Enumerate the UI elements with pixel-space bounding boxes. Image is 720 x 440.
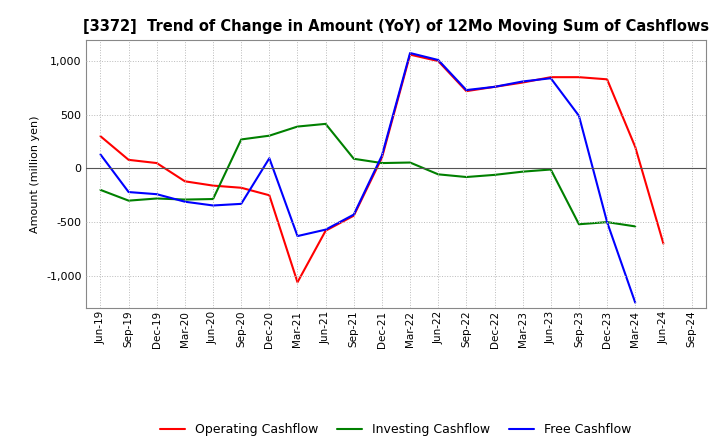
Legend: Operating Cashflow, Investing Cashflow, Free Cashflow: Operating Cashflow, Investing Cashflow, …: [156, 418, 636, 440]
Free Cashflow: [434, 57, 443, 62]
Line: Operating Cashflow: Operating Cashflow: [101, 55, 663, 282]
Investing Cashflow: [575, 222, 583, 227]
Investing Cashflow: [125, 198, 133, 203]
Operating Cashflow: [603, 77, 611, 82]
Free Cashflow: [125, 189, 133, 194]
Free Cashflow: [575, 113, 583, 118]
Investing Cashflow: [518, 169, 527, 174]
Operating Cashflow: [434, 59, 443, 64]
Free Cashflow: [153, 191, 161, 197]
Line: Free Cashflow: Free Cashflow: [101, 53, 635, 303]
Investing Cashflow: [237, 137, 246, 142]
Operating Cashflow: [518, 80, 527, 85]
Free Cashflow: [603, 220, 611, 225]
Operating Cashflow: [490, 84, 499, 89]
Investing Cashflow: [209, 196, 217, 202]
Free Cashflow: [631, 300, 639, 305]
Operating Cashflow: [96, 134, 105, 139]
Free Cashflow: [209, 203, 217, 208]
Operating Cashflow: [546, 74, 555, 80]
Free Cashflow: [265, 156, 274, 161]
Free Cashflow: [181, 199, 189, 204]
Investing Cashflow: [293, 124, 302, 129]
Operating Cashflow: [181, 179, 189, 184]
Free Cashflow: [237, 201, 246, 206]
Operating Cashflow: [349, 213, 358, 218]
Investing Cashflow: [181, 197, 189, 202]
Investing Cashflow: [265, 133, 274, 138]
Operating Cashflow: [265, 193, 274, 198]
Investing Cashflow: [462, 174, 471, 180]
Line: Investing Cashflow: Investing Cashflow: [101, 124, 635, 227]
Free Cashflow: [349, 212, 358, 217]
Investing Cashflow: [631, 224, 639, 229]
Operating Cashflow: [462, 88, 471, 94]
Investing Cashflow: [96, 187, 105, 193]
Operating Cashflow: [237, 185, 246, 191]
Investing Cashflow: [434, 172, 443, 177]
Investing Cashflow: [377, 161, 386, 166]
Free Cashflow: [518, 79, 527, 84]
Operating Cashflow: [321, 228, 330, 233]
Operating Cashflow: [575, 74, 583, 80]
Free Cashflow: [96, 152, 105, 157]
Free Cashflow: [377, 153, 386, 158]
Investing Cashflow: [546, 167, 555, 172]
Y-axis label: Amount (million yen): Amount (million yen): [30, 115, 40, 233]
Operating Cashflow: [377, 155, 386, 160]
Investing Cashflow: [490, 172, 499, 177]
Investing Cashflow: [153, 196, 161, 201]
Free Cashflow: [321, 227, 330, 232]
Investing Cashflow: [406, 160, 415, 165]
Operating Cashflow: [406, 52, 415, 57]
Free Cashflow: [406, 50, 415, 55]
Free Cashflow: [293, 234, 302, 239]
Free Cashflow: [546, 76, 555, 81]
Operating Cashflow: [659, 241, 667, 246]
Free Cashflow: [462, 88, 471, 93]
Investing Cashflow: [349, 156, 358, 161]
Free Cashflow: [490, 84, 499, 89]
Operating Cashflow: [209, 183, 217, 188]
Investing Cashflow: [321, 121, 330, 127]
Operating Cashflow: [125, 157, 133, 162]
Operating Cashflow: [153, 161, 161, 166]
Title: [3372]  Trend of Change in Amount (YoY) of 12Mo Moving Sum of Cashflows: [3372] Trend of Change in Amount (YoY) o…: [83, 19, 709, 34]
Operating Cashflow: [631, 144, 639, 150]
Investing Cashflow: [603, 220, 611, 225]
Operating Cashflow: [293, 279, 302, 285]
